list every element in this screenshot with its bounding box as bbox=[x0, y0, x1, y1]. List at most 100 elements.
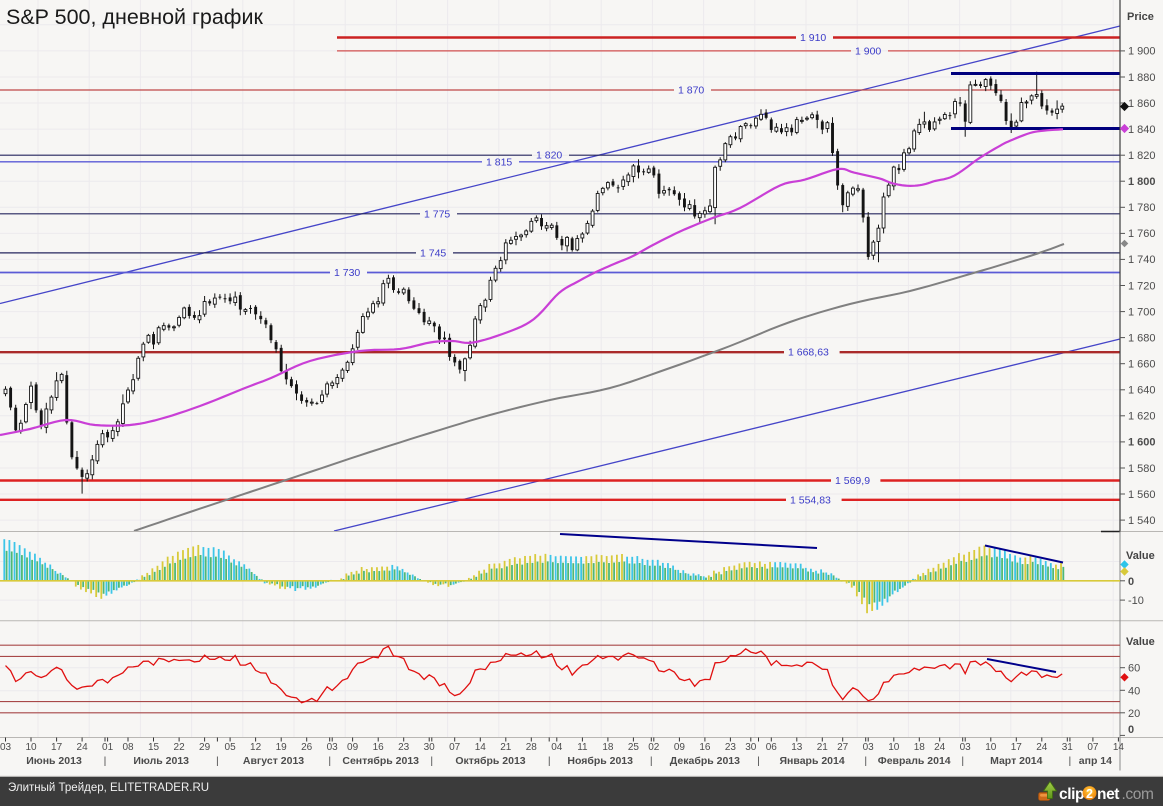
svg-text:S&P 500, дневной график: S&P 500, дневной график bbox=[6, 5, 263, 29]
svg-text:10: 10 bbox=[888, 742, 900, 753]
svg-text:24: 24 bbox=[934, 742, 946, 753]
svg-text:1 820: 1 820 bbox=[536, 150, 562, 162]
svg-text:1 600: 1 600 bbox=[1128, 437, 1156, 449]
svg-text:|: | bbox=[548, 755, 551, 767]
svg-text:16: 16 bbox=[699, 742, 711, 753]
svg-text:01: 01 bbox=[102, 742, 114, 753]
svg-text:Март 2014: Март 2014 bbox=[990, 755, 1043, 767]
svg-text:24: 24 bbox=[77, 742, 89, 753]
svg-text:Август 2013: Август 2013 bbox=[243, 755, 304, 767]
svg-text:|: | bbox=[961, 755, 964, 767]
svg-text:03: 03 bbox=[960, 742, 972, 753]
svg-text:Value: Value bbox=[1126, 550, 1155, 562]
svg-text:1 668,63: 1 668,63 bbox=[788, 347, 829, 359]
svg-text:|: | bbox=[650, 755, 653, 767]
svg-text:1 900: 1 900 bbox=[1128, 46, 1156, 58]
svg-text:|: | bbox=[864, 755, 867, 767]
svg-text:1 745: 1 745 bbox=[420, 247, 446, 259]
svg-text:06: 06 bbox=[766, 742, 778, 753]
svg-text:26: 26 bbox=[301, 742, 313, 753]
svg-text:Price: Price bbox=[1127, 11, 1154, 23]
svg-text:14: 14 bbox=[1113, 742, 1125, 753]
svg-text:30: 30 bbox=[745, 742, 757, 753]
svg-text:09: 09 bbox=[347, 742, 359, 753]
svg-text:04: 04 bbox=[551, 742, 563, 753]
svg-text:09: 09 bbox=[674, 742, 686, 753]
svg-text:1 740: 1 740 bbox=[1128, 254, 1156, 266]
svg-text:07: 07 bbox=[449, 742, 461, 753]
svg-text:Январь 2014: Январь 2014 bbox=[779, 755, 844, 767]
svg-text:Февраль 2014: Февраль 2014 bbox=[878, 755, 951, 767]
svg-text:03: 03 bbox=[863, 742, 875, 753]
svg-text:clip: clip bbox=[1059, 786, 1084, 803]
svg-text:Октябрь 2013: Октябрь 2013 bbox=[455, 755, 525, 767]
svg-text:22: 22 bbox=[174, 742, 186, 753]
svg-text:Элитный Трейдер, ELITETRADER.R: Элитный Трейдер, ELITETRADER.RU bbox=[8, 782, 209, 794]
svg-text:Июнь 2013: Июнь 2013 bbox=[26, 755, 82, 767]
svg-text:1 900: 1 900 bbox=[855, 45, 881, 57]
svg-text:29: 29 bbox=[199, 742, 211, 753]
svg-text:1 640: 1 640 bbox=[1128, 385, 1156, 397]
svg-text:|: | bbox=[757, 755, 760, 767]
svg-text:03: 03 bbox=[327, 742, 339, 753]
svg-text:19: 19 bbox=[276, 742, 288, 753]
svg-text:Ноябрь 2013: Ноябрь 2013 bbox=[567, 755, 633, 767]
svg-text:1 840: 1 840 bbox=[1128, 124, 1156, 136]
svg-text:21: 21 bbox=[500, 742, 512, 753]
svg-text:02: 02 bbox=[648, 742, 660, 753]
svg-text:1 540: 1 540 bbox=[1128, 515, 1156, 527]
svg-text:14: 14 bbox=[475, 742, 487, 753]
svg-text:1 880: 1 880 bbox=[1128, 72, 1156, 84]
svg-text:12: 12 bbox=[250, 742, 262, 753]
svg-text:1 560: 1 560 bbox=[1128, 489, 1156, 501]
svg-text:1 620: 1 620 bbox=[1128, 411, 1156, 423]
svg-text:30: 30 bbox=[424, 742, 436, 753]
svg-text:1 760: 1 760 bbox=[1128, 228, 1156, 240]
svg-text:|: | bbox=[430, 755, 433, 767]
svg-text:07: 07 bbox=[1087, 742, 1099, 753]
svg-text:1 870: 1 870 bbox=[678, 85, 704, 97]
svg-text:08: 08 bbox=[122, 742, 134, 753]
svg-text:1 820: 1 820 bbox=[1128, 150, 1156, 162]
svg-text:Сентябрь 2013: Сентябрь 2013 bbox=[342, 755, 419, 767]
svg-text:1 730: 1 730 bbox=[334, 267, 360, 279]
svg-text:1 815: 1 815 bbox=[486, 156, 512, 168]
svg-text:21: 21 bbox=[817, 742, 829, 753]
svg-text:1 780: 1 780 bbox=[1128, 202, 1156, 214]
svg-text:апр 14: апр 14 bbox=[1079, 755, 1112, 767]
svg-text:40: 40 bbox=[1128, 685, 1140, 697]
svg-text:1 775: 1 775 bbox=[424, 208, 450, 220]
svg-text:18: 18 bbox=[602, 742, 614, 753]
svg-text:10: 10 bbox=[985, 742, 997, 753]
svg-text:1 554,83: 1 554,83 bbox=[790, 494, 831, 506]
svg-text:17: 17 bbox=[51, 742, 63, 753]
svg-text:24: 24 bbox=[1036, 742, 1048, 753]
svg-text:20: 20 bbox=[1128, 708, 1140, 720]
svg-text:27: 27 bbox=[837, 742, 849, 753]
svg-text:15: 15 bbox=[148, 742, 160, 753]
svg-text:31: 31 bbox=[1062, 742, 1074, 753]
svg-text:|: | bbox=[1069, 755, 1072, 767]
svg-text:23: 23 bbox=[725, 742, 737, 753]
svg-text:05: 05 bbox=[225, 742, 237, 753]
svg-text:60: 60 bbox=[1128, 663, 1140, 675]
svg-text:23: 23 bbox=[398, 742, 410, 753]
svg-text:1 569,9: 1 569,9 bbox=[835, 475, 870, 487]
svg-text:-10: -10 bbox=[1128, 595, 1144, 607]
svg-text:0: 0 bbox=[1128, 724, 1134, 736]
svg-text:1 720: 1 720 bbox=[1128, 280, 1156, 292]
svg-text:Value: Value bbox=[1126, 636, 1155, 648]
svg-text:|: | bbox=[328, 755, 331, 767]
svg-text:13: 13 bbox=[791, 742, 803, 753]
svg-text:10: 10 bbox=[25, 742, 37, 753]
svg-text:1 660: 1 660 bbox=[1128, 359, 1156, 371]
svg-text:18: 18 bbox=[914, 742, 926, 753]
svg-text:1 800: 1 800 bbox=[1128, 176, 1156, 188]
svg-text:03: 03 bbox=[0, 742, 11, 753]
svg-text:16: 16 bbox=[373, 742, 385, 753]
svg-text:1 700: 1 700 bbox=[1128, 306, 1156, 318]
svg-text:Декабрь 2013: Декабрь 2013 bbox=[670, 755, 740, 767]
svg-text:28: 28 bbox=[526, 742, 538, 753]
svg-text:|: | bbox=[216, 755, 219, 767]
svg-text:17: 17 bbox=[1011, 742, 1023, 753]
